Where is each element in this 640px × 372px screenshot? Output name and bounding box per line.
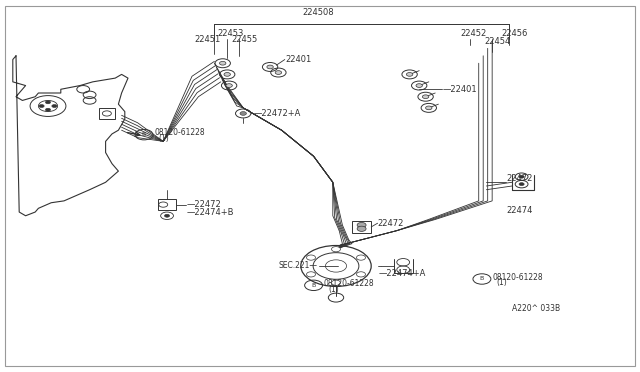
Text: 22456: 22456 xyxy=(502,29,528,38)
Circle shape xyxy=(39,105,44,108)
Circle shape xyxy=(164,214,170,217)
Text: 22452: 22452 xyxy=(461,29,487,38)
Circle shape xyxy=(240,112,246,115)
Circle shape xyxy=(267,65,273,69)
Circle shape xyxy=(52,105,57,108)
Circle shape xyxy=(307,272,316,277)
Text: B: B xyxy=(480,276,484,282)
Circle shape xyxy=(357,226,366,231)
Circle shape xyxy=(357,222,366,228)
Text: 08120-61228: 08120-61228 xyxy=(154,128,205,137)
Text: (1): (1) xyxy=(159,134,170,143)
Circle shape xyxy=(426,106,432,110)
Text: 224508: 224508 xyxy=(302,8,334,17)
Text: —22472+A: —22472+A xyxy=(254,109,301,118)
Text: —22474+B: —22474+B xyxy=(187,208,234,217)
Circle shape xyxy=(332,280,340,285)
Circle shape xyxy=(307,255,316,260)
Bar xyxy=(99,108,115,119)
Circle shape xyxy=(416,84,422,87)
Text: 22401: 22401 xyxy=(285,55,312,64)
Circle shape xyxy=(519,175,524,178)
Circle shape xyxy=(275,71,282,74)
Circle shape xyxy=(45,101,51,104)
Circle shape xyxy=(226,84,232,87)
Text: 22472: 22472 xyxy=(507,174,533,183)
Circle shape xyxy=(356,272,365,277)
Circle shape xyxy=(519,183,524,186)
Circle shape xyxy=(220,61,226,65)
Text: —22474+A: —22474+A xyxy=(379,269,426,278)
Circle shape xyxy=(45,108,51,111)
Text: —22472: —22472 xyxy=(187,200,221,209)
Circle shape xyxy=(224,73,230,76)
Text: B: B xyxy=(142,132,146,137)
Circle shape xyxy=(332,247,340,252)
Circle shape xyxy=(422,95,429,99)
Text: 22453: 22453 xyxy=(218,29,244,38)
Text: 22472: 22472 xyxy=(378,219,404,228)
Text: 22451: 22451 xyxy=(195,35,221,44)
Text: 08120-61228: 08120-61228 xyxy=(323,279,374,288)
Text: —22401: —22401 xyxy=(443,85,477,94)
Text: SEC.221—: SEC.221— xyxy=(278,262,317,270)
Text: 08120-61228: 08120-61228 xyxy=(492,273,543,282)
Bar xyxy=(158,199,176,210)
Text: (1): (1) xyxy=(328,285,339,294)
Circle shape xyxy=(356,255,365,260)
Text: (1): (1) xyxy=(497,278,508,287)
Bar xyxy=(352,221,371,232)
Text: A220^ 033B: A220^ 033B xyxy=(512,304,560,313)
Text: B: B xyxy=(312,283,316,288)
Text: 22455: 22455 xyxy=(232,35,258,44)
Circle shape xyxy=(406,73,413,76)
Text: 22474: 22474 xyxy=(507,206,533,215)
Text: 22454: 22454 xyxy=(484,38,511,46)
